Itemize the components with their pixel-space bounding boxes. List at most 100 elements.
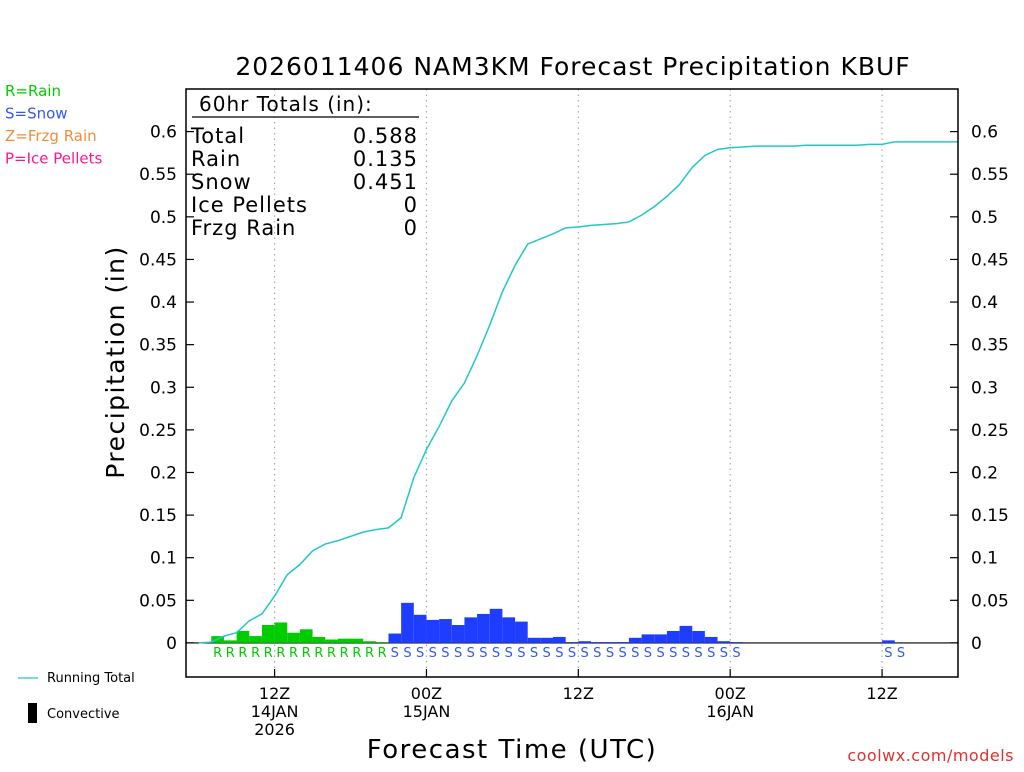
snow-code: S (517, 646, 525, 661)
snow-bar (628, 637, 642, 643)
snow-bar (388, 633, 402, 643)
y-tick-label-right: 0.55 (971, 165, 1009, 185)
rain-code: R (238, 646, 247, 661)
totals-row-value: 0 (404, 193, 418, 217)
rain-code: R (314, 646, 323, 661)
x-tick-label: 16JAN (706, 702, 754, 721)
rain-code: R (365, 646, 374, 661)
totals-rows: Total 0.588 Rain 0.135 Snow 0.451 Ice Pellets 0… (190, 124, 418, 240)
ptype-legend-item: S=Snow (5, 105, 68, 123)
y-tick-label-left: 0.4 (150, 293, 177, 313)
totals-row-value: 0.135 (353, 147, 418, 171)
snow-code: S (682, 646, 690, 661)
totals-row-label: Frzg Rain (191, 216, 296, 240)
rain-code: R (340, 646, 349, 661)
y-tick-label-left: 0.6 (150, 123, 177, 143)
snow-code: S (581, 646, 589, 661)
y-tick-label-right: 0.15 (971, 506, 1009, 526)
rain-code: R (264, 646, 273, 661)
snow-code: S (732, 646, 740, 661)
y-tick-label-left: 0.3 (150, 378, 177, 398)
snow-code: S (403, 646, 411, 661)
snow-bar (502, 617, 516, 643)
snow-code: S (543, 646, 551, 661)
chart-title: 2026011406 NAM3KM Forecast Precipitation… (235, 52, 910, 81)
snow-bar (401, 602, 414, 643)
y-tick-label-left: 0.1 (150, 549, 177, 569)
x-tick-label: 00Z (411, 684, 442, 703)
convective-legend-swatch (28, 703, 37, 723)
snow-code: S (555, 646, 563, 661)
credit-text: coolwx.com/models (847, 746, 1014, 765)
y-tick-label-right: 0.6 (971, 123, 998, 143)
y-tick-label-left: 0 (166, 634, 177, 654)
rain-code: R (226, 646, 235, 661)
snow-bar (439, 619, 452, 643)
y-tick-label-left: 0.15 (139, 506, 177, 526)
snow-code: S (530, 646, 538, 661)
x-tick-label: 14JAN (251, 702, 299, 721)
snow-bar (426, 619, 440, 643)
rain-bar (375, 642, 389, 643)
snow-bar (704, 636, 718, 643)
snow-code: S (479, 646, 487, 661)
rain-code: R (276, 646, 285, 661)
snow-bar (882, 640, 895, 643)
running-total-legend: Running Total (18, 671, 135, 686)
ptype-legend-item: R=Rain (5, 82, 61, 100)
y-tick-label-left: 0.2 (150, 463, 177, 483)
convective-legend: Convective (28, 703, 120, 723)
y-tick-label-left: 0.5 (150, 208, 177, 228)
y-tick-label-right: 0 (971, 634, 982, 654)
snow-code: S (656, 646, 664, 661)
rain-bar (325, 639, 338, 643)
rain-code: R (352, 646, 361, 661)
x-tick-label: 15JAN (403, 702, 451, 721)
x-axis-label: Forecast Time (UTC) (367, 735, 658, 765)
snow-code: S (593, 646, 601, 661)
rain-code: R (289, 646, 298, 661)
y-tick-label-left: 0.35 (139, 336, 177, 356)
snow-code: S (505, 646, 513, 661)
snow-bar (616, 642, 629, 643)
snow-bar (553, 636, 566, 643)
y-axis-label: Precipitation (in) (101, 245, 130, 479)
snow-bar (603, 642, 617, 643)
totals-row-value: 0.588 (353, 124, 418, 148)
snow-bar (692, 630, 705, 643)
snow-code: S (568, 646, 576, 661)
snow-bar (666, 630, 680, 643)
rain-bar (274, 622, 288, 643)
rain-bar (337, 638, 351, 643)
y-tick-label-right: 0.05 (971, 591, 1009, 611)
snow-bar (654, 634, 667, 643)
y-axis-left: 0 0.05 0.1 0.15 0.2 0.25 0.3 0.35 0.4 0.45 0.5 0.55… (139, 123, 194, 654)
snow-bar (464, 617, 478, 643)
snow-code: S (897, 646, 905, 661)
snow-bar (540, 637, 554, 643)
y-tick-label-right: 0.35 (971, 336, 1009, 356)
snow-code: S (720, 646, 728, 661)
snow-code: S (884, 646, 892, 661)
ptype-legend-item: Z=Frzg Rain (5, 127, 97, 145)
running-total-layer (198, 141, 958, 644)
totals-row-label: Rain (191, 147, 241, 171)
totals-box: 60hr Totals (in): Total 0.588 Rain 0.135 Sno… (190, 92, 419, 240)
snow-code: S (618, 646, 626, 661)
x-tick-label: 12Z (563, 684, 594, 703)
snow-bar (489, 608, 503, 643)
snow-bar (565, 642, 579, 643)
snow-code: S (606, 646, 614, 661)
y-tick-label-right: 0.25 (971, 421, 1009, 441)
x-tick-label: 12Z (259, 684, 290, 703)
bars-layer (211, 602, 895, 643)
rain-code: R (378, 646, 387, 661)
y-tick-label-left: 0.55 (139, 165, 177, 185)
snow-code: S (669, 646, 677, 661)
rain-bar (312, 636, 326, 643)
snow-code: S (707, 646, 715, 661)
rain-bar (236, 630, 250, 643)
snow-code: S (492, 646, 500, 661)
